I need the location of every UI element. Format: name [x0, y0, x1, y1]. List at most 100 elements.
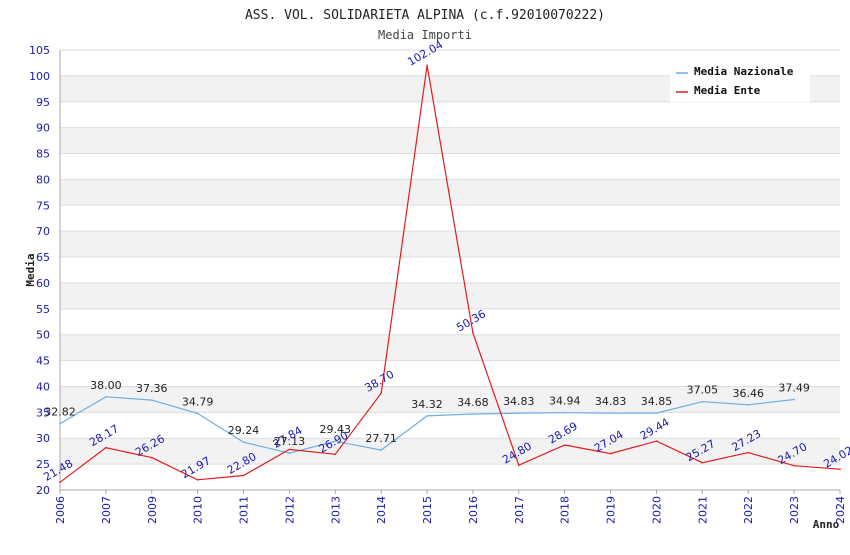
point-media-nazionale: [380, 449, 382, 451]
point-media-nazionale: [196, 412, 199, 415]
x-tick-labels: 2006 2007 2009 2010 2011 2012 2013 2014 2015 2016…: [54, 496, 847, 524]
x-tick-label: 2022: [742, 496, 755, 524]
legend-label-ente: Media Ente: [694, 84, 761, 97]
chart-subtitle: Media Importi: [378, 28, 472, 42]
y-tick-label: 85: [36, 148, 50, 161]
point-media-nazionale: [426, 415, 428, 417]
grid-band: [60, 127, 840, 154]
point-media-ente: [288, 448, 291, 451]
data-label-media-nazionale: 34.68: [457, 396, 489, 409]
x-tick-label: 2009: [146, 496, 159, 524]
data-label-media-nazionale: 27.71: [365, 432, 397, 445]
point-media-nazionale: [334, 440, 337, 442]
y-tick-label: 25: [36, 458, 50, 471]
point-media-nazionale: [150, 399, 153, 401]
y-tick-label: 100: [29, 70, 50, 83]
point-media-ente: [334, 453, 337, 456]
x-tick-label: 2023: [788, 496, 801, 524]
x-tick-label: 2012: [283, 496, 296, 524]
axes: [59, 50, 840, 491]
data-label-media-nazionale: 29.43: [320, 423, 352, 436]
x-tick-label: 2006: [54, 496, 67, 524]
point-media-ente: [59, 481, 61, 484]
grid-band: [60, 438, 840, 465]
data-label-media-nazionale: 34.85: [641, 395, 673, 408]
y-tick-label: 20: [36, 484, 50, 497]
point-media-ente: [655, 440, 658, 442]
data-label-media-nazionale: 27.13: [274, 435, 306, 448]
gridlines: [59, 49, 841, 494]
x-tick-label: 2015: [421, 496, 434, 524]
series-lines: [59, 64, 841, 484]
point-media-ente: [563, 444, 566, 446]
x-tick-label: 2021: [696, 496, 709, 524]
plot-background-bands: [60, 75, 840, 465]
point-media-nazionale: [563, 411, 566, 414]
x-tick-label: 2020: [650, 496, 663, 524]
y-tick-label: 45: [36, 355, 50, 368]
point-media-ente: [472, 332, 474, 334]
legend-label-nazionale: Media Nazionale: [694, 65, 794, 78]
x-tick-label: 2018: [559, 496, 572, 524]
point-media-nazionale: [655, 412, 658, 414]
point-media-nazionale: [609, 412, 612, 415]
data-label-media-nazionale: 34.83: [595, 395, 627, 408]
point-media-ente: [196, 479, 199, 481]
point-media-ente: [793, 464, 795, 467]
point-media-nazionale: [518, 412, 520, 415]
data-labels: 32.82 38.00 37.36 34.79 29.24 27.13 29.43 27.71…: [41, 38, 850, 484]
y-tick-label: 90: [36, 122, 50, 135]
grid-band: [60, 231, 840, 258]
data-label-media-nazionale: 36.46: [732, 387, 764, 400]
point-media-ente: [609, 452, 612, 455]
y-tick-label: 105: [29, 44, 50, 57]
data-label-media-nazionale: 29.24: [228, 424, 260, 437]
grid-band: [60, 282, 840, 309]
data-label-media-nazionale: 34.79: [182, 395, 214, 408]
data-label-media-ente: 102.04: [405, 38, 445, 69]
point-media-ente: [701, 461, 704, 464]
point-media-ente: [839, 468, 841, 470]
x-tick-label: 2014: [375, 496, 388, 524]
y-tick-label: 50: [36, 329, 50, 342]
x-tick-label: 2011: [238, 496, 251, 524]
y-tick-label: 35: [36, 406, 50, 419]
data-label-media-nazionale: 37.05: [687, 384, 719, 397]
y-tick-label: 55: [36, 303, 50, 316]
y-tick-label: 70: [36, 225, 50, 238]
point-media-nazionale: [59, 422, 61, 425]
point-media-nazionale: [105, 396, 107, 398]
legend-box: [670, 60, 810, 102]
data-label-media-nazionale: 37.49: [778, 381, 810, 394]
y-tick-labels: 20 25 30 35 40 45 50 55 60 65 70 75 80 85 90 95 100 105: [29, 44, 50, 497]
x-tick-label: 2007: [100, 496, 113, 524]
point-media-ente: [105, 446, 107, 449]
point-media-nazionale: [747, 403, 750, 406]
point-media-nazionale: [793, 398, 795, 401]
y-axis-title: Media: [24, 253, 37, 286]
legend: Media Nazionale Media Ente: [670, 60, 810, 102]
point-media-ente: [242, 474, 245, 477]
data-label-media-nazionale: 34.32: [411, 398, 443, 411]
point-media-nazionale: [472, 413, 474, 415]
point-media-nazionale: [288, 452, 291, 454]
data-label-media-nazionale: 37.36: [136, 382, 168, 395]
x-tick-label: 2013: [329, 496, 342, 524]
point-media-ente: [380, 392, 382, 395]
grid-band: [60, 386, 840, 413]
y-tick-label: 75: [36, 199, 50, 212]
chart-title: ASS. VOL. SOLIDARIETA ALPINA (c.f.920100…: [245, 8, 605, 23]
data-label-media-nazionale: 38.00: [90, 379, 122, 392]
point-media-nazionale: [242, 441, 245, 443]
y-tick-label: 30: [36, 432, 50, 445]
series-line-media-ente: [59, 65, 841, 483]
data-label-media-nazionale: 34.83: [503, 395, 535, 408]
data-label-media-nazionale: 34.94: [549, 395, 581, 408]
point-media-nazionale: [701, 400, 704, 403]
point-media-ente: [747, 451, 750, 454]
data-label-media-ente: 50.36: [454, 307, 488, 334]
y-tick-label: 60: [36, 277, 50, 290]
y-tick-label: 40: [36, 380, 50, 393]
